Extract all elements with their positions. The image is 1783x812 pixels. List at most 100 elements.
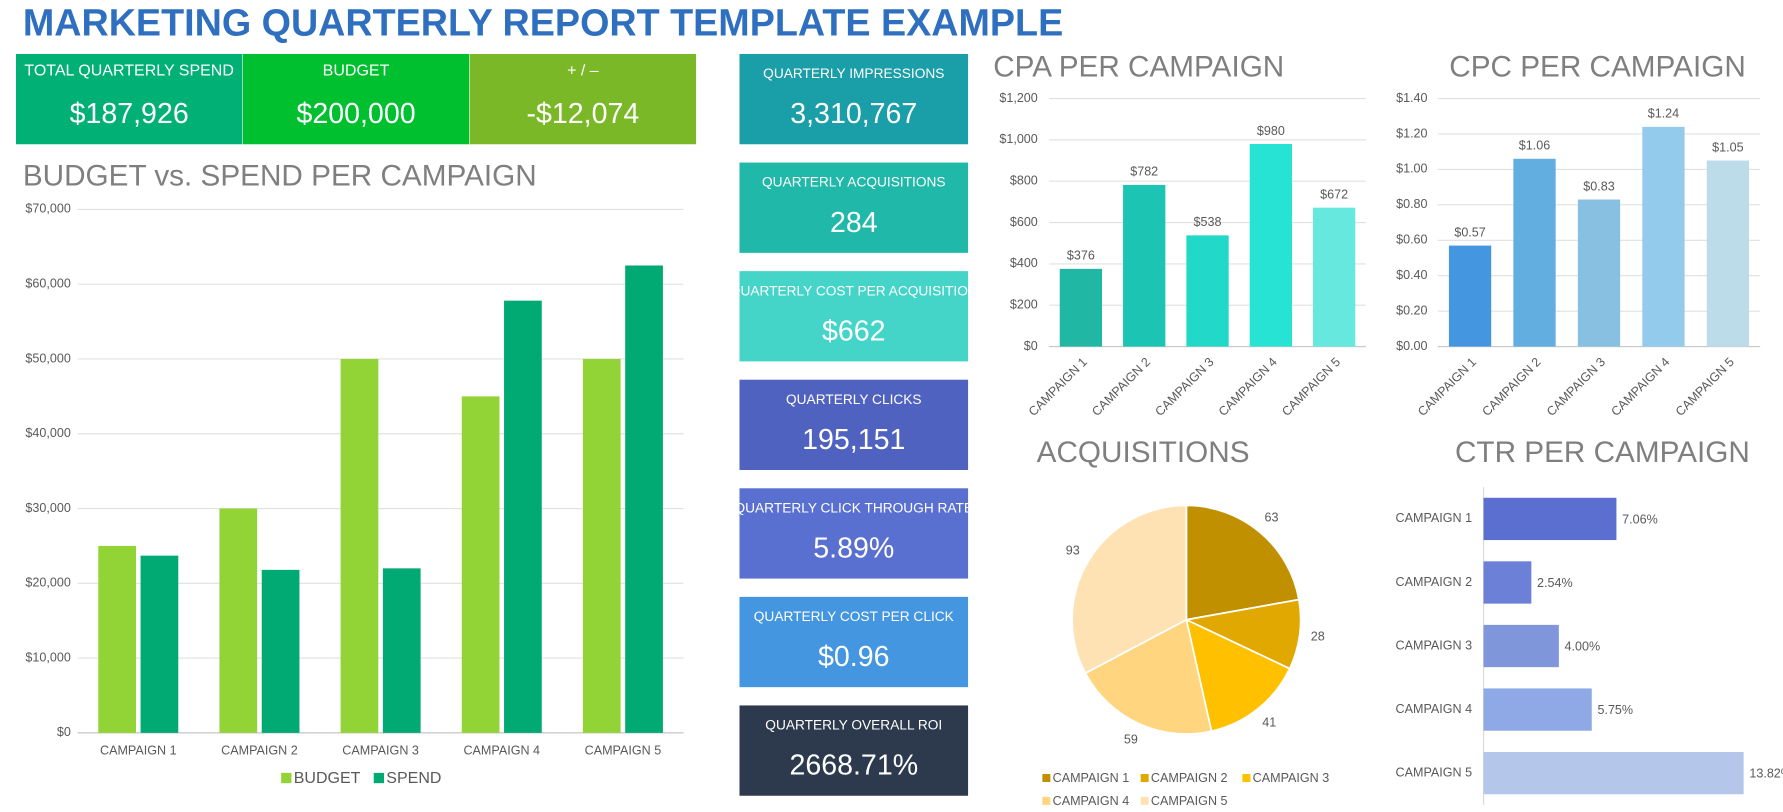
bar: [1483, 497, 1617, 541]
bar: [1059, 268, 1103, 347]
bar: [98, 545, 137, 733]
legend-label: CAMPAIGN 5: [1151, 794, 1228, 808]
tile-label: QUARTERLY IMPRESSIONS: [763, 66, 944, 81]
summary-tile: [469, 53, 697, 145]
x-tick-label: CAMPAIGN 4: [1608, 355, 1672, 419]
data-label: 2.54%: [1537, 576, 1573, 590]
bar: [504, 300, 542, 733]
pie-slice: [1185, 504, 1300, 621]
bar: [1483, 751, 1744, 795]
y-tick-label: CAMPAIGN 2: [1396, 575, 1473, 589]
x-tick-label: CAMPAIGN 5: [1279, 355, 1343, 419]
tile-label: BUDGET: [323, 62, 390, 79]
tile-value: 5.89%: [813, 533, 894, 565]
bar: [1123, 184, 1166, 347]
bar: [625, 265, 663, 733]
legend-label: CAMPAIGN 1: [1053, 771, 1130, 785]
tile-value: 195,151: [802, 424, 905, 456]
tile-value: 2668.71%: [789, 750, 918, 782]
y-tick-label: $30,000: [25, 501, 70, 515]
legend-swatch: [1042, 774, 1051, 783]
bar: [1186, 235, 1229, 347]
x-tick-label: CAMPAIGN 4: [463, 743, 540, 757]
y-tick-label: $1,000: [999, 132, 1037, 146]
data-label: 63: [1264, 510, 1278, 524]
bar: [261, 569, 300, 733]
data-label: 7.06%: [1622, 512, 1658, 526]
x-tick-label: CAMPAIGN 3: [342, 743, 419, 757]
chart-title: CTR PER CAMPAIGN: [1455, 436, 1750, 469]
y-tick-label: $50,000: [25, 351, 70, 365]
y-tick-label: $1.40: [1396, 91, 1427, 105]
bar: [1513, 158, 1556, 347]
data-label: 5.75%: [1597, 703, 1633, 717]
data-label: 13.82%: [1749, 767, 1783, 781]
tile-value: $200,000: [296, 98, 415, 130]
bar: [340, 358, 379, 733]
data-label: 4.00%: [1565, 639, 1601, 653]
pie-slice: [1185, 618, 1291, 733]
data-label: $1.24: [1648, 107, 1679, 121]
y-tick-label: $0.60: [1396, 233, 1427, 247]
data-label: $0.57: [1454, 225, 1485, 239]
kpi-tile: [739, 596, 969, 688]
chart-title: BUDGET vs. SPEND PER CAMPAIGN: [23, 159, 537, 192]
tile-value: $662: [822, 315, 886, 347]
legend-swatch: [1242, 774, 1251, 783]
tile-label: TOTAL QUARTERLY SPEND: [24, 62, 234, 79]
y-tick-label: $400: [1010, 256, 1038, 270]
tile-label: QUARTERLY OVERALL ROI: [765, 718, 942, 733]
y-tick-label: $20,000: [25, 576, 70, 590]
y-tick-label: $0.80: [1396, 197, 1427, 211]
y-tick-label: $70,000: [25, 202, 70, 216]
x-tick-label: CAMPAIGN 1: [1415, 355, 1479, 419]
y-tick-label: $0.00: [1396, 339, 1427, 353]
data-label: 28: [1311, 630, 1325, 644]
x-tick-label: CAMPAIGN 4: [1216, 355, 1280, 419]
y-tick-label: $1.20: [1396, 126, 1427, 140]
x-tick-label: CAMPAIGN 2: [221, 743, 298, 757]
tile-label: QUARTERLY COST PER CLICK: [754, 609, 954, 624]
bar: [219, 508, 258, 733]
data-label: $376: [1067, 249, 1095, 263]
bar: [1448, 245, 1492, 347]
y-tick-label: CAMPAIGN 5: [1396, 765, 1473, 779]
data-label: $782: [1130, 165, 1158, 179]
chart-title: ACQUISITIONS: [1037, 436, 1250, 469]
bar: [1483, 688, 1592, 731]
tile-label: QUARTERLY CLICK THROUGH RATE: [734, 500, 973, 515]
tile-label: QUARTERLY CLICKS: [786, 392, 922, 407]
legend-label: CAMPAIGN 2: [1151, 771, 1228, 785]
kpi-tile: [739, 271, 969, 362]
y-tick-label: $0: [57, 725, 71, 739]
chart-title: CPA PER CAMPAIGN: [993, 51, 1284, 84]
legend-label: SPEND: [386, 770, 441, 787]
y-tick-label: $40,000: [25, 426, 70, 440]
bar: [1249, 144, 1292, 347]
kpi-tile: [739, 488, 969, 579]
chart-title: CPC PER CAMPAIGN: [1449, 51, 1746, 84]
legend-swatch: [1140, 796, 1149, 805]
legend-swatch: [373, 772, 385, 784]
bar: [582, 358, 621, 733]
y-tick-label: $800: [1010, 174, 1038, 188]
bar: [1483, 561, 1532, 604]
tile-value: $0.96: [818, 641, 889, 673]
x-tick-label: CAMPAIGN 2: [1480, 355, 1544, 419]
x-tick-label: CAMPAIGN 3: [1544, 355, 1608, 419]
tile-label: QUARTERLY ACQUISITIONS: [762, 175, 946, 190]
tile-label: + / –: [567, 62, 599, 79]
y-tick-label: $200: [1010, 298, 1038, 312]
page-title: MARKETING QUARTERLY REPORT TEMPLATE EXAM…: [23, 1, 1063, 43]
y-tick-label: $10,000: [25, 650, 70, 664]
tile-label: QUARTERLY COST PER ACQUISITION: [730, 283, 978, 298]
legend-label: BUDGET: [294, 770, 361, 787]
bar: [382, 568, 421, 733]
legend-label: CAMPAIGN 4: [1053, 794, 1130, 808]
data-label: $538: [1194, 215, 1222, 229]
x-tick-label: CAMPAIGN 1: [1026, 355, 1090, 419]
kpi-tile: [739, 53, 969, 145]
pie-slice: [1071, 504, 1188, 675]
y-tick-label: $600: [1010, 215, 1038, 229]
